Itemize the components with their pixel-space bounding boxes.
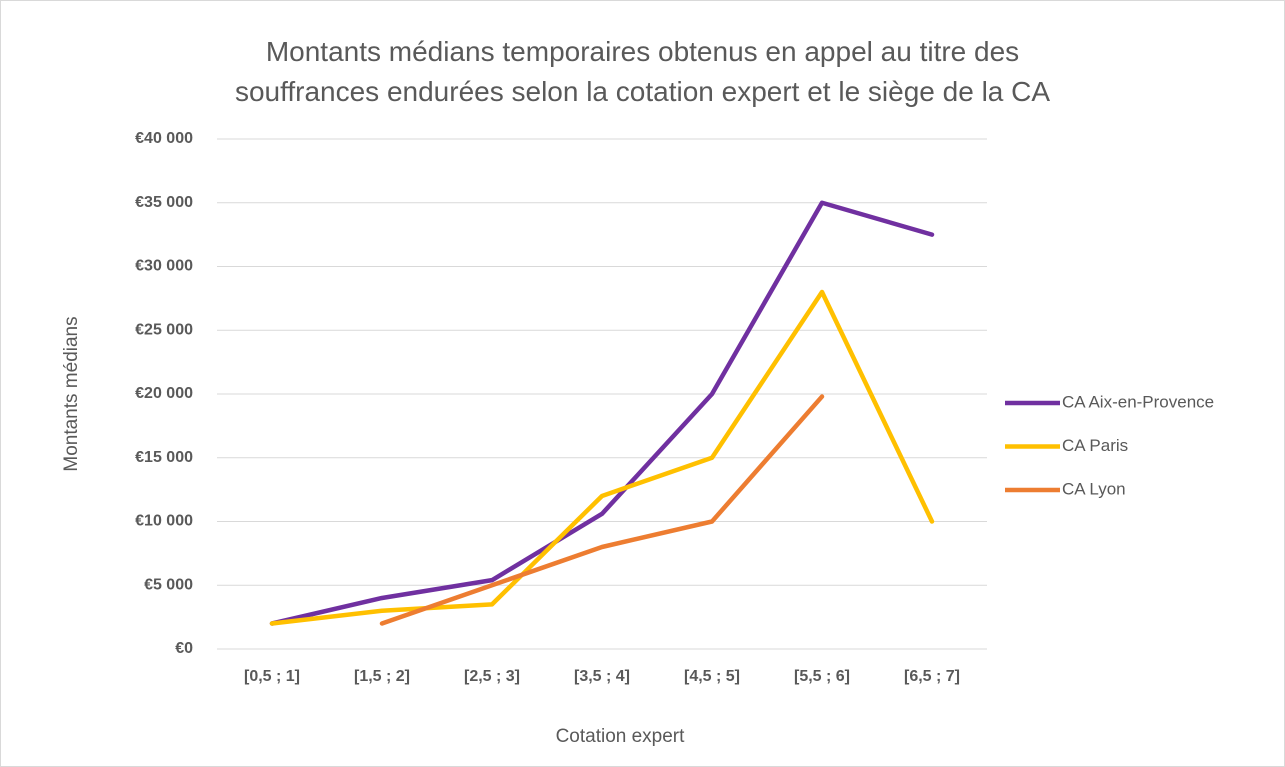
y-tick-label: €5 000: [144, 576, 193, 593]
legend-label: CA Paris: [1062, 436, 1128, 455]
y-tick-label: €15 000: [135, 449, 193, 466]
x-tick-label: [2,5 ; 3]: [464, 668, 520, 685]
data-line: [379, 394, 825, 626]
x-tick-label: [4,5 ; 5]: [684, 668, 740, 685]
y-tick-label: €25 000: [135, 321, 193, 338]
x-tick-label: [5,5 ; 6]: [794, 668, 850, 685]
legend-label: CA Aix-en-Provence: [1062, 392, 1214, 411]
y-tick-label: €30 000: [135, 258, 193, 275]
x-tick-label: [3,5 ; 4]: [574, 668, 630, 685]
x-tick-label: [0,5 ; 1]: [244, 668, 300, 685]
x-tick-label: [1,5 ; 2]: [354, 668, 410, 685]
y-tick-label: €0: [175, 640, 193, 657]
legend-label: CA Lyon: [1062, 479, 1126, 498]
y-tick-label: €35 000: [135, 194, 193, 211]
data-line: [269, 289, 935, 626]
y-tick-label: €10 000: [135, 513, 193, 530]
y-axis-label: Montants médians: [61, 316, 82, 471]
y-tick-label: €20 000: [135, 385, 193, 402]
x-tick-label: [6,5 ; 7]: [904, 668, 960, 685]
chart-title: Montants médians temporaires obtenus en …: [234, 36, 1051, 107]
x-axis-label: Cotation expert: [556, 726, 686, 747]
data-line: [269, 200, 935, 626]
y-tick-label: €40 000: [135, 130, 193, 147]
